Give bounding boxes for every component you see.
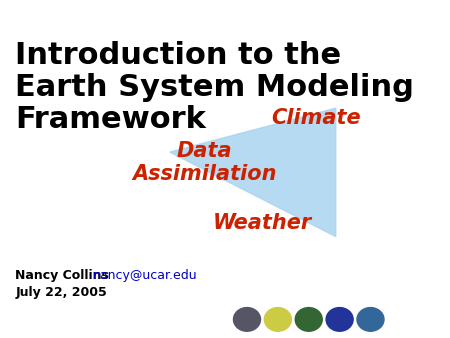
Text: July 22, 2005: July 22, 2005 — [15, 286, 107, 299]
Circle shape — [234, 308, 261, 331]
Text: Nancy Collins: Nancy Collins — [15, 269, 109, 282]
Polygon shape — [170, 108, 336, 237]
Text: Introduction to the
Earth System Modeling
Framework: Introduction to the Earth System Modelin… — [15, 41, 414, 135]
Text: nancy@ucar.edu: nancy@ucar.edu — [93, 269, 197, 282]
Circle shape — [264, 308, 291, 331]
Circle shape — [326, 308, 353, 331]
Circle shape — [357, 308, 384, 331]
Text: Climate: Climate — [272, 108, 361, 128]
Circle shape — [295, 308, 322, 331]
Text: Weather: Weather — [213, 213, 312, 233]
Text: Data
Assimilation: Data Assimilation — [132, 141, 277, 184]
